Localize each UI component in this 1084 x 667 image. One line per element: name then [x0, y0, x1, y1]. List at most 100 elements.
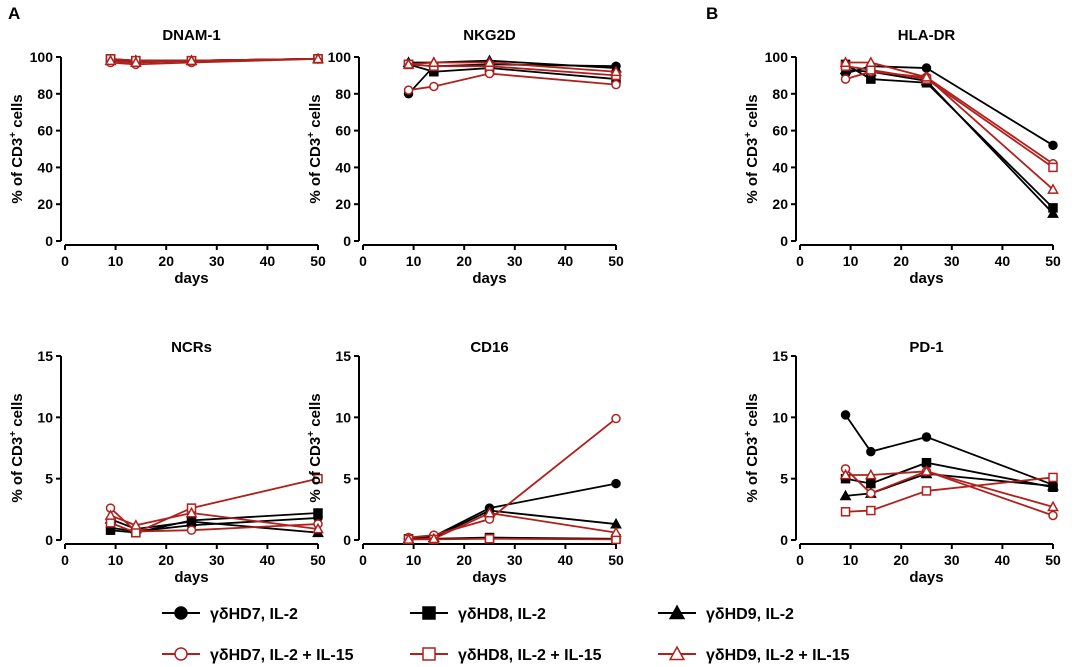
data-point	[185, 515, 198, 527]
data-point	[921, 432, 932, 442]
y-tick-label: 20	[37, 196, 53, 212]
data-point	[866, 488, 876, 499]
y-axis-label: % of CD3+ cells	[306, 393, 324, 502]
panel-letter-b: B	[706, 4, 719, 23]
y-axis-label: % of CD3+ cells	[8, 94, 26, 203]
y-tick-label: 10	[37, 409, 53, 425]
x-tick-label: 30	[944, 253, 960, 269]
y-tick-label: 5	[343, 471, 351, 487]
y-tick-label: 40	[37, 159, 53, 175]
x-tick-label: 50	[1045, 253, 1061, 269]
x-tick-label: 40	[558, 253, 574, 269]
legend-marker	[668, 645, 686, 661]
y-tick-label: 100	[765, 49, 789, 65]
legend-item: γδHD8, IL-2	[410, 606, 546, 623]
data-point	[312, 522, 324, 534]
x-tick-label: 0	[796, 552, 804, 568]
chart-title: DNAM-1	[162, 27, 220, 44]
series-line	[408, 59, 617, 69]
chart-title: PD-1	[909, 339, 943, 356]
series-line	[110, 57, 319, 64]
x-tick-label: 30	[507, 552, 523, 568]
series-line	[845, 472, 1054, 497]
y-tick-label: 15	[37, 348, 53, 364]
series-line	[110, 512, 319, 530]
data-point	[129, 519, 142, 530]
series-line	[845, 61, 1054, 191]
series-line	[845, 63, 1054, 209]
x-axis-label: days	[909, 569, 943, 586]
data-point	[427, 532, 440, 544]
x-tick-label: 20	[893, 253, 909, 269]
legend-marker	[174, 606, 188, 620]
x-tick-label: 0	[796, 253, 804, 269]
data-point	[864, 56, 877, 67]
data-point	[840, 74, 851, 84]
chart-title: NCRs	[171, 339, 212, 356]
series-line	[408, 63, 617, 80]
chart-title: HLA-DR	[898, 27, 956, 44]
series-line	[845, 68, 1054, 215]
data-point	[483, 56, 496, 67]
legend-label: γδHD7, IL-2 + IL-15	[210, 647, 354, 664]
data-point	[864, 468, 877, 480]
y-tick-label: 0	[780, 532, 788, 548]
chart-panel-pd-1: PD-1 0 5 10 15 0 10 20 30 40 50 days % of CD3+ cells	[743, 339, 1061, 586]
chart-panel-nkg2d: NKG2D 0 20 40 60 80 100 0 10 20 30 40 50 days % of CD3…	[306, 27, 624, 287]
data-point	[840, 507, 851, 517]
x-tick-label: 30	[944, 552, 960, 568]
x-tick-label: 10	[843, 253, 859, 269]
data-point	[483, 506, 496, 518]
data-point	[1048, 162, 1058, 173]
x-tick-label: 30	[209, 253, 225, 269]
y-tick-label: 80	[772, 86, 788, 102]
data-point	[484, 534, 495, 544]
data-point	[1048, 140, 1058, 151]
legend-item: γδHD7, IL-2 + IL-15	[162, 647, 354, 664]
x-tick-label: 0	[61, 552, 69, 568]
series-line	[844, 414, 1054, 486]
legend-label: γδHD8, IL-2	[458, 606, 546, 623]
data-point	[610, 65, 622, 77]
series-line	[845, 65, 1054, 169]
y-tick-label: 10	[772, 409, 788, 425]
data-point	[1048, 472, 1058, 483]
data-point	[129, 56, 142, 67]
x-tick-label: 40	[558, 552, 574, 568]
x-tick-label: 50	[310, 552, 326, 568]
x-tick-label: 10	[843, 552, 859, 568]
x-axis-label: days	[472, 569, 506, 586]
y-tick-label: 15	[772, 348, 788, 364]
data-point	[312, 52, 324, 64]
y-tick-label: 0	[45, 532, 53, 548]
x-tick-label: 20	[158, 253, 174, 269]
legend-marker	[174, 647, 188, 661]
legend-item: γδHD8, IL-2 + IL-15	[410, 647, 602, 664]
data-point	[1048, 510, 1058, 521]
series-line	[845, 470, 1054, 508]
y-tick-label: 60	[335, 123, 351, 139]
data-point	[611, 478, 621, 489]
series-line	[408, 509, 617, 540]
y-tick-label: 10	[335, 409, 351, 425]
data-point	[1047, 207, 1059, 218]
data-point	[403, 85, 414, 95]
data-point	[185, 506, 198, 518]
y-tick-label: 20	[335, 196, 351, 212]
data-point	[920, 71, 933, 82]
y-axis-label: % of CD3+ cells	[743, 393, 761, 502]
y-tick-label: 0	[45, 233, 53, 249]
legend-item: γδHD9, IL-2	[658, 604, 794, 623]
x-tick-label: 40	[995, 552, 1011, 568]
y-tick-label: 40	[335, 159, 351, 175]
data-point	[1047, 479, 1059, 491]
y-tick-label: 60	[37, 123, 53, 139]
legend-marker	[668, 604, 686, 620]
y-axis-label: % of CD3+ cells	[8, 393, 26, 502]
panel-letter-a: A	[8, 4, 21, 23]
data-point	[131, 527, 141, 538]
data-point	[427, 56, 440, 67]
chart-panel-ncrs: NCRs 0 5 10 15 0 10 20 30 40 50 days % of CD3+ cells	[8, 339, 326, 586]
legend-marker	[422, 647, 436, 661]
data-point	[611, 413, 621, 424]
